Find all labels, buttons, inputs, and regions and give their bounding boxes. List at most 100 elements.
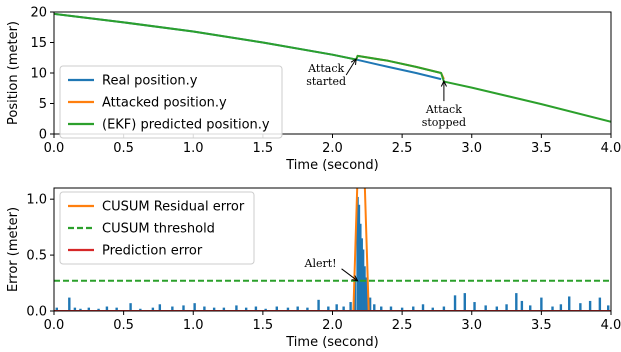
error-bar xyxy=(431,307,434,311)
error-bar xyxy=(373,304,376,311)
error-bar xyxy=(244,307,248,311)
error-bar xyxy=(68,297,71,311)
error-bar xyxy=(193,303,196,311)
x-tick-label: 4.0 xyxy=(601,318,621,333)
error-bar xyxy=(317,299,320,311)
x-tick-label: 3.0 xyxy=(461,141,482,156)
annotation-arrow xyxy=(345,58,357,76)
error-bar xyxy=(327,306,330,311)
error-bar xyxy=(203,306,206,311)
error-bar xyxy=(607,305,610,311)
error-bar xyxy=(342,306,345,311)
error-bar xyxy=(254,306,258,311)
error-bar xyxy=(540,297,543,311)
x-tick-label: 2.5 xyxy=(392,318,413,333)
y-tick-label: 15 xyxy=(30,36,47,51)
error-bar xyxy=(79,308,82,311)
legend-label-attacked-position: Attacked position.y xyxy=(102,96,227,111)
position-legend-box xyxy=(59,65,283,139)
error-bar xyxy=(551,306,554,311)
error-bar xyxy=(286,307,290,311)
y-tick-label: 5 xyxy=(39,97,47,112)
error-bar xyxy=(400,307,404,311)
error-bar xyxy=(212,307,216,311)
y-tick-label: 0 xyxy=(39,128,47,143)
x-tick-label: 3.5 xyxy=(531,141,552,156)
x-tick-label: 0.5 xyxy=(113,141,134,156)
error-bar xyxy=(105,306,109,311)
y-tick-label: 20 xyxy=(30,6,47,21)
x-tick-label: 3.5 xyxy=(531,318,552,333)
error-bar xyxy=(171,306,174,311)
series-line xyxy=(54,12,611,123)
error-bar xyxy=(453,295,457,311)
error-bar xyxy=(306,307,309,311)
annotation-arrowhead xyxy=(350,57,357,65)
error-bar xyxy=(158,304,162,311)
error-bar xyxy=(222,307,226,311)
annotation-text: Attack xyxy=(425,103,462,116)
x-tick-label: 2.5 xyxy=(392,141,413,156)
position-legend: Real position.y Attacked position.y (EKF… xyxy=(59,65,283,139)
error-bar xyxy=(264,308,267,311)
error-bar xyxy=(182,305,185,311)
legend-label-prediction-error: Prediction error xyxy=(102,244,203,259)
annotation-text: stopped xyxy=(422,116,466,129)
legend-label-real-position: Real position.y xyxy=(102,74,198,89)
x-tick-label: 0.5 xyxy=(113,318,134,333)
error-x-axis-label: Time (second) xyxy=(285,335,378,350)
error-bar xyxy=(366,288,369,311)
error-y-ticks: 0.0 0.5 1.0 xyxy=(26,193,54,320)
legend-label-cusum-threshold: CUSUM threshold xyxy=(102,222,215,237)
position-series-group xyxy=(54,12,611,123)
error-x-ticks: 0.0 0.5 1.0 1.5 2.0 2.5 3.0 3.5 4.0 xyxy=(44,311,621,333)
error-bar xyxy=(97,308,100,311)
x-tick-label: 0.0 xyxy=(44,318,65,333)
annotation-arrow xyxy=(341,268,358,282)
error-bar xyxy=(421,304,425,311)
error-bar xyxy=(73,307,77,311)
error-bar xyxy=(412,306,415,311)
annotation-text: started xyxy=(306,75,346,88)
error-bar xyxy=(568,296,571,311)
x-tick-label: 4.0 xyxy=(601,141,621,156)
error-bar xyxy=(364,277,368,311)
error-bar xyxy=(115,307,118,311)
error-bar xyxy=(87,307,91,311)
y-tick-label: 1.0 xyxy=(26,193,47,208)
error-bar xyxy=(389,306,393,311)
error-bar xyxy=(598,297,602,311)
error-legend-box xyxy=(59,191,255,265)
x-tick-label: 0.0 xyxy=(44,141,65,156)
error-bar xyxy=(495,306,499,311)
annotation-arrowhead xyxy=(351,275,359,282)
x-tick-label: 1.0 xyxy=(183,141,204,156)
annotation-text: Alert! xyxy=(304,257,337,270)
error-bar xyxy=(559,304,563,311)
position-y-ticks: 0 5 10 15 20 xyxy=(30,6,54,143)
error-bar xyxy=(349,302,352,311)
error-bar xyxy=(463,293,466,311)
error-bar xyxy=(275,306,278,311)
y-tick-label: 0.0 xyxy=(26,305,47,320)
x-tick-label: 3.0 xyxy=(461,318,482,333)
error-bar xyxy=(363,266,366,311)
error-bar xyxy=(473,302,476,311)
error-bar xyxy=(235,305,238,311)
error-bar xyxy=(151,307,155,311)
annotation-text: Attack xyxy=(307,62,344,75)
annotation-arrowhead xyxy=(440,79,447,87)
x-tick-label: 2.0 xyxy=(322,318,343,333)
error-bar xyxy=(368,297,372,311)
error-bar xyxy=(515,293,518,311)
error-legend: CUSUM Residual error CUSUM threshold Pre… xyxy=(59,191,255,265)
error-chart: Alert! 0.0 0.5 1.0 1.5 2.0 2.5 3.0 3.5 4.0 0.00.… xyxy=(6,187,621,350)
error-bar xyxy=(129,303,132,311)
error-bar xyxy=(442,306,446,311)
position-x-axis-label: Time (second) xyxy=(285,158,378,173)
error-bar xyxy=(529,305,532,311)
x-tick-label: 1.5 xyxy=(253,141,274,156)
legend-label-predicted-position: (EKF) predicted position.y xyxy=(102,118,270,133)
